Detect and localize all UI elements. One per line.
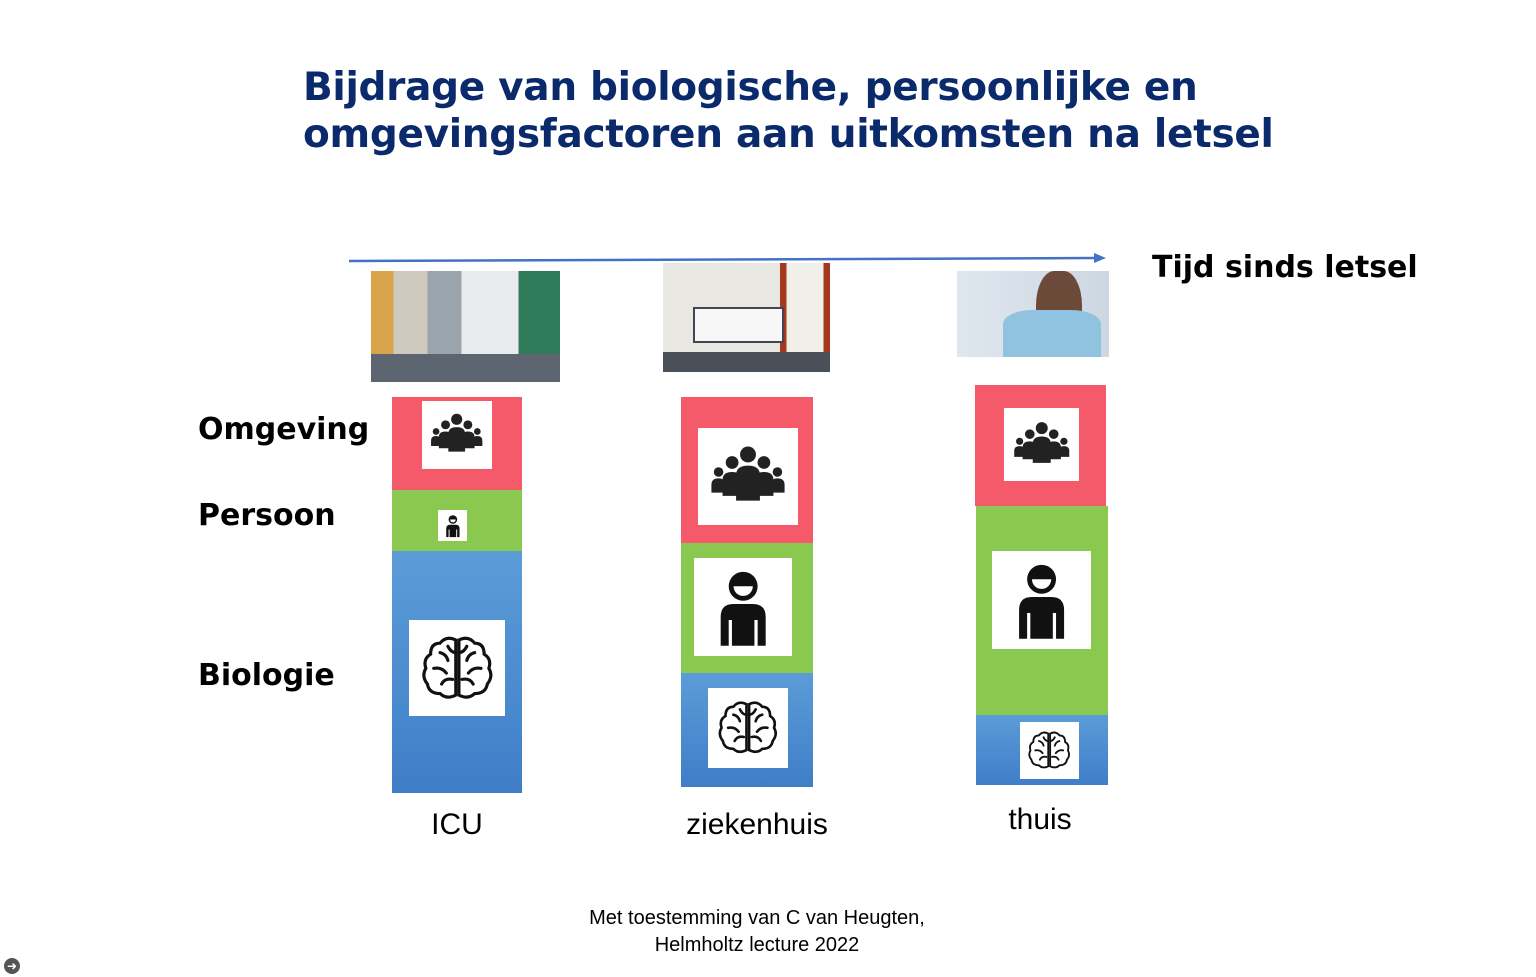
icu-biology-segment bbox=[392, 551, 522, 793]
brain-icon bbox=[409, 620, 505, 716]
time-axis-label: Tijd sinds letsel bbox=[1152, 250, 1418, 285]
icu-environment-segment bbox=[392, 397, 522, 490]
arrow-right-icon[interactable]: ➜ bbox=[4, 958, 20, 974]
brain-icon bbox=[708, 688, 788, 768]
stage-label-ziekenhuis: ziekenhuis bbox=[686, 808, 828, 841]
hospital-room-photo bbox=[663, 263, 830, 372]
credit-text: Met toestemming van C van Heugten, Helmh… bbox=[0, 905, 1514, 959]
stage-label-icu: ICU bbox=[431, 808, 483, 841]
factor-label-biologie: Biologie bbox=[198, 658, 335, 693]
brain-icon bbox=[1020, 722, 1079, 779]
group-icon bbox=[1004, 408, 1079, 481]
hospital-environment-segment bbox=[681, 397, 813, 543]
home-environment-segment bbox=[975, 385, 1106, 506]
icu-photo bbox=[371, 271, 560, 382]
person-icon bbox=[992, 551, 1091, 649]
credit-line-2: Helmholtz lecture 2022 bbox=[654, 934, 860, 956]
title-line-2: omgevingsfactoren aan uitkomsten na lets… bbox=[303, 112, 1274, 157]
title-line-1: Bijdrage van biologische, persoonlijke e… bbox=[303, 65, 1198, 110]
hospital-person-segment bbox=[681, 543, 813, 673]
icu-person-segment bbox=[392, 490, 522, 551]
credit-line-1: Met toestemming van C van Heugten, bbox=[589, 907, 925, 929]
home-person-segment bbox=[976, 506, 1108, 715]
group-icon bbox=[698, 428, 798, 525]
stage-label-thuis: thuis bbox=[1008, 803, 1072, 836]
factor-label-omgeving: Omgeving bbox=[198, 412, 370, 447]
home-photo bbox=[957, 271, 1109, 357]
time-axis-arrow bbox=[348, 253, 1106, 263]
person-icon bbox=[438, 510, 467, 541]
factor-label-persoon: Persoon bbox=[198, 498, 336, 533]
group-icon bbox=[422, 401, 492, 469]
home-biology-segment bbox=[976, 715, 1108, 785]
slide-title: Bijdrage van biologische, persoonlijke e… bbox=[303, 64, 1274, 158]
hospital-biology-segment bbox=[681, 673, 813, 787]
person-icon bbox=[694, 558, 792, 656]
